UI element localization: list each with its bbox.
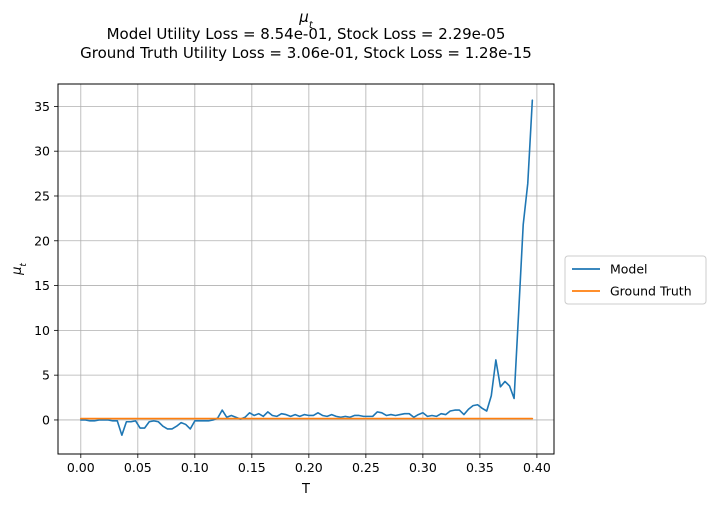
x-tick-label: 0.20: [295, 460, 323, 475]
x-axis-label: T: [301, 482, 310, 497]
x-tick-label: 0.30: [409, 460, 437, 475]
x-tick-label: 0.25: [352, 460, 380, 475]
legend-label-ground-truth: Ground Truth: [610, 284, 692, 299]
y-tick-label: 15: [34, 278, 50, 293]
y-axis-label: μt: [10, 263, 29, 276]
chart-title: μt: [298, 8, 314, 31]
y-tick-label: 0: [42, 412, 50, 427]
x-tick-label: 0.15: [238, 460, 266, 475]
y-tick-label: 20: [34, 233, 50, 248]
x-axis: 0.00 0.05 0.10 0.15 0.20 0.25 0.30 0.35 0.40: [67, 454, 551, 475]
x-tick-label: 0.10: [181, 460, 209, 475]
plot-frame: [57, 83, 555, 455]
x-tick-label: 0.00: [67, 460, 95, 475]
x-tick-label: 0.40: [523, 460, 551, 475]
legend-label-model: Model: [610, 262, 648, 277]
legend-box: [564, 255, 707, 305]
chart-subtitle-line-2: Ground Truth Utility Loss = 3.06e-01, St…: [80, 44, 532, 62]
chart-subtitle-line-1: Model Utility Loss = 8.54e-01, Stock Los…: [107, 25, 506, 43]
y-tick-label: 5: [42, 368, 50, 383]
y-tick-label: 35: [34, 99, 50, 114]
grid: [58, 84, 554, 454]
x-tick-label: 0.05: [124, 460, 152, 475]
y-axis: 0 5 10 15 20 25 30 35: [34, 99, 58, 427]
legend: Model Ground Truth: [564, 255, 707, 305]
y-tick-label: 25: [34, 188, 50, 203]
series-line-model: [80, 99, 534, 436]
y-tick-label: 10: [34, 323, 50, 338]
title-group: μt Model Utility Loss = 8.54e-01, Stock …: [80, 8, 532, 62]
y-tick-label: 30: [34, 144, 50, 159]
x-tick-label: 0.35: [466, 460, 494, 475]
series-layer: [80, 99, 534, 436]
